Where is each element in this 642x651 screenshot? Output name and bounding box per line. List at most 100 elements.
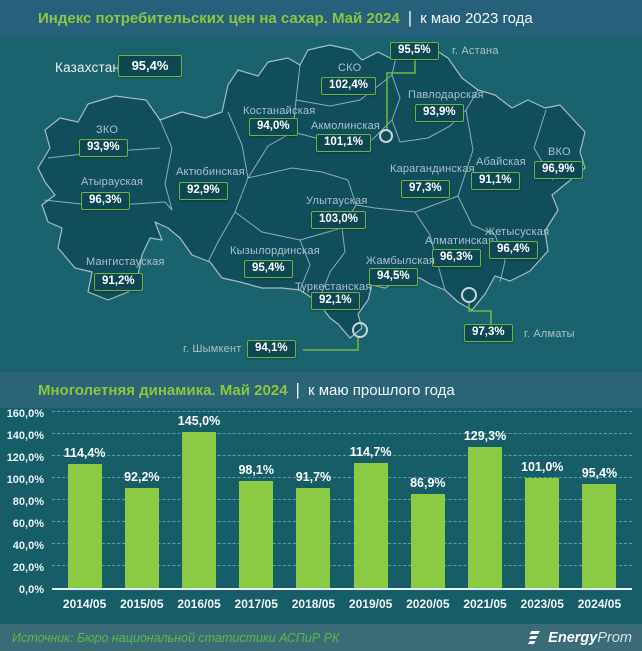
- region-value-shymkent: 94,1%: [247, 340, 296, 358]
- y-tick-100: 100,0%: [6, 474, 44, 486]
- country-value: 95,4%: [118, 55, 182, 77]
- y-tick-120: 120,0%: [6, 452, 44, 464]
- energyprom-logo-icon: [528, 630, 541, 644]
- bar-value-label: 95,4%: [581, 466, 618, 481]
- bar-chart: 160,0% 140,0% 120,0% 100,0% 80,0% 60,0% 40,0% 2…: [0, 408, 642, 624]
- region-label-karaganda: Карагандинская: [390, 163, 475, 175]
- region-label-zhambyl: Жамбылская: [366, 255, 436, 267]
- gridline-100: [52, 477, 632, 478]
- gridline-80: [52, 499, 632, 500]
- region-label-akmola: Акмолинская: [311, 120, 381, 132]
- x-tick-2019/05: 2019/05: [348, 597, 393, 611]
- bar-rect: [296, 488, 331, 588]
- region-value-zhetysu: 96,4%: [489, 241, 538, 259]
- chart-subtitle: к маю прошлого года: [307, 381, 455, 399]
- bar-2019/05: 114,7%: [342, 414, 399, 588]
- region-label-atyrau: Атырауская: [81, 176, 144, 188]
- y-tick-40: 40,0%: [12, 540, 44, 552]
- region-label-kyzylorda: Кызылординская: [230, 245, 320, 257]
- gridline-140: [52, 433, 632, 434]
- gridline-20: [52, 565, 632, 566]
- y-tick-60: 60,0%: [12, 518, 44, 530]
- bar-value-label: 92,2%: [124, 469, 160, 484]
- logo-text-light: Prom: [597, 629, 632, 646]
- energyprom-logo-text: EnergyProm: [548, 630, 632, 646]
- bar-value-label: 129,3%: [463, 429, 507, 444]
- bar-rect: [525, 478, 560, 588]
- region-value-karaganda: 97,3%: [401, 180, 450, 198]
- region-label-almaty_region: Алматинская: [425, 235, 495, 247]
- bar-2024/05: 95,4%: [571, 414, 628, 588]
- region-value-turkestan: 92,1%: [311, 292, 360, 310]
- title-divider: |: [407, 8, 413, 27]
- region-value-kostanay: 94,0%: [249, 118, 298, 136]
- bar-2020/05: 86,9%: [399, 414, 456, 588]
- bar-value-label: 114,7%: [349, 445, 392, 460]
- region-value-ulytau: 103,0%: [311, 211, 367, 229]
- region-label-almaty_city: г. Алматы: [524, 328, 575, 340]
- plot-area: 114,4% 92,2% 145,0% 98,1% 91,7% 114,7% 86,9% 12…: [52, 411, 632, 590]
- region-value-aktobe: 92,9%: [179, 182, 228, 200]
- region-value-almaty_region: 96,3%: [432, 249, 481, 267]
- bar-rect: [182, 432, 216, 588]
- source-note: Источник: Бюро национальной статистики А…: [12, 630, 340, 645]
- bar-value-label: 91,7%: [295, 470, 332, 485]
- region-value-zhambyl: 94,5%: [369, 268, 418, 286]
- region-value-almaty_city: 97,3%: [464, 324, 513, 342]
- region-label-aktobe: Актюбинская: [176, 166, 245, 178]
- region-value-atyrau: 96,3%: [81, 192, 130, 210]
- almaty-city-marker: [461, 287, 477, 303]
- x-tick-2015/05: 2015/05: [120, 597, 164, 611]
- city-markers: [352, 129, 477, 338]
- map-section-header: Индекс потребительских цен на сахар. Май…: [0, 0, 642, 36]
- logo-text-bold: Energy: [548, 629, 598, 646]
- y-tick-20: 20,0%: [12, 562, 44, 574]
- bar-2014/05: 114,4%: [56, 414, 113, 588]
- x-tick-2014/05: 2014/05: [62, 597, 107, 611]
- bar-rect: [239, 481, 274, 588]
- region-label-zhetysu: Жетысуская: [485, 226, 550, 238]
- region-value-pavlodar: 93,9%: [415, 104, 464, 122]
- kazakhstan-map: Казахстан 95,4% г. Астана 95,5% СКО 102,4% П…: [0, 36, 642, 372]
- region-label-pavlodar: Павлодарская: [408, 89, 484, 101]
- bar-value-label: 98,1%: [238, 463, 274, 478]
- chart-section-header: Многолетняя динамика. Май 2024 | к маю п…: [0, 372, 642, 408]
- bar-2016/05: 145,0%: [170, 414, 227, 588]
- region-label-mangystau: Мангистауская: [86, 256, 165, 268]
- region-value-abay: 91,1%: [471, 172, 520, 190]
- gridline-60: [52, 521, 632, 522]
- region-label-vko: ВКО: [548, 146, 571, 158]
- y-tick-140: 140,0%: [6, 430, 44, 442]
- map-title: Индекс потребительских цен на сахар. Май…: [38, 9, 400, 27]
- bar-2021/05: 129,3%: [456, 414, 513, 588]
- region-value-vko: 96,9%: [534, 161, 583, 179]
- energyprom-logo: EnergyProm: [526, 630, 632, 646]
- footer: Источник: Бюро национальной статистики А…: [0, 624, 642, 651]
- region-label-sko: СКО: [338, 62, 362, 74]
- bar-2017/05: 98,1%: [228, 414, 285, 588]
- x-axis: 2014/05 2015/05 2016/05 2017/05 2018/05 2019/…: [52, 590, 632, 616]
- x-tick-2021/05: 2021/05: [463, 597, 507, 611]
- x-tick-2016/05: 2016/05: [177, 597, 221, 611]
- x-tick-2018/05: 2018/05: [291, 597, 336, 611]
- bar-2023/05: 101,0%: [514, 414, 571, 588]
- shymkent-city-marker: [352, 322, 368, 338]
- bar-2015/05: 92,2%: [113, 414, 170, 588]
- region-label-ulytau: Улытауская: [306, 195, 368, 207]
- x-tick-2024/05: 2024/05: [577, 597, 622, 611]
- region-value-kyzylorda: 95,4%: [244, 260, 293, 278]
- region-borders: [43, 47, 554, 303]
- x-tick-2020/05: 2020/05: [406, 597, 450, 611]
- region-label-kostanay: Костанайская: [243, 105, 316, 117]
- bar-value-label: 86,9%: [410, 475, 446, 490]
- map-subtitle: к маю 2023 года: [420, 9, 533, 27]
- chart-title: Многолетняя динамика. Май 2024: [38, 381, 288, 399]
- gridline-40: [52, 543, 632, 544]
- bar-value-label: 145,0%: [177, 414, 221, 428]
- city-callout-lines: [303, 58, 492, 351]
- bar-rect: [67, 463, 102, 588]
- gridline-160: [52, 411, 632, 412]
- bar-value-label: 114,4%: [63, 445, 106, 460]
- gridline-120: [52, 455, 632, 456]
- x-tick-2023/05: 2023/05: [520, 597, 564, 611]
